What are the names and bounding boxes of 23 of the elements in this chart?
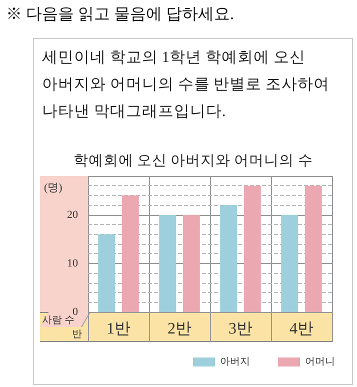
bar	[244, 186, 261, 312]
y-tick-label: 10	[67, 257, 78, 270]
y-tick-label: 0	[72, 306, 78, 318]
x-tick-label: 4반	[290, 320, 314, 338]
x-tick-label: 1반	[106, 320, 130, 338]
bar	[159, 214, 176, 312]
bar	[122, 195, 139, 312]
y-tick-label: 20	[67, 208, 78, 221]
bar	[220, 205, 238, 312]
bar	[182, 214, 200, 312]
bar	[281, 214, 298, 312]
text: 세민이네 학교의 1학년 학예회에 오신 아버지와 어머니의 수를 반별로 조사하여 나타낸 막대그래프입니다.	[42, 48, 330, 122]
x-axis-title: 반	[72, 328, 82, 341]
bar	[98, 234, 116, 312]
x-tick-label: 3반	[228, 320, 252, 338]
y-axis-title: 사람 수	[42, 315, 74, 327]
chart-title: 학예회에 오신 아버지와 어머니의 수	[72, 152, 314, 170]
legend-label: 어머니	[305, 356, 335, 368]
legend-label: 아버지	[220, 356, 250, 368]
text: (명)	[44, 181, 62, 195]
bar	[304, 186, 322, 312]
text: ※ 다음을 읽고 물음에 답하세요.	[6, 5, 234, 25]
x-tick-label: 2반	[168, 320, 192, 338]
